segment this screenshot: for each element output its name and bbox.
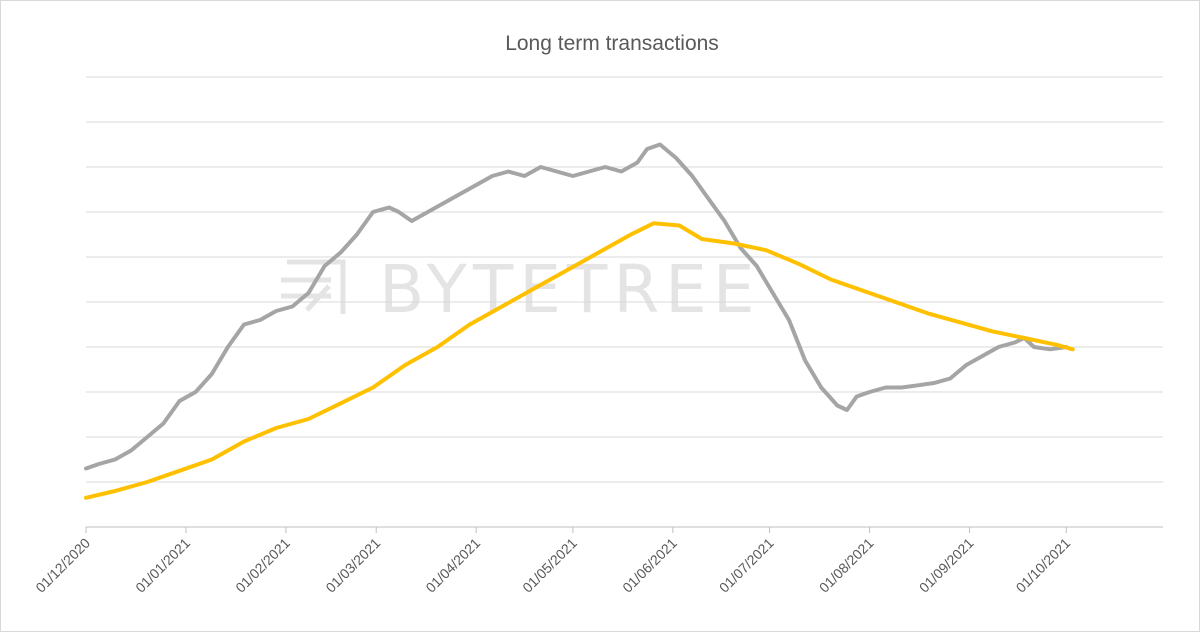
x-tick-label: 01/12/2020 [32, 535, 93, 596]
series-line-1 [84, 221, 1075, 500]
x-axis: 01/12/2020 01/01/2021 01/02/2021 01/03/2021… [32, 526, 1163, 596]
x-tick-label: 01/05/2021 [519, 535, 580, 596]
series-lines [84, 142, 1075, 500]
x-tick-label: 01/06/2021 [619, 535, 680, 596]
series-line-0 [84, 142, 1069, 471]
x-tick-label: 01/08/2021 [816, 535, 877, 596]
x-tick-label: 01/04/2021 [422, 535, 483, 596]
x-tick-label: 01/10/2021 [1013, 535, 1074, 596]
chart-title: Long term transactions [505, 32, 719, 55]
x-tick-label: 01/02/2021 [232, 535, 293, 596]
watermark: BYTETREE [281, 251, 761, 328]
watermark-text: BYTETREE [379, 251, 761, 328]
x-tick-label: 01/03/2021 [322, 535, 383, 596]
gridlines [86, 76, 1163, 483]
x-tick-label: 01/01/2021 [132, 535, 193, 596]
x-tick-label: 01/07/2021 [716, 535, 777, 596]
x-tick-label: 01/09/2021 [916, 535, 977, 596]
